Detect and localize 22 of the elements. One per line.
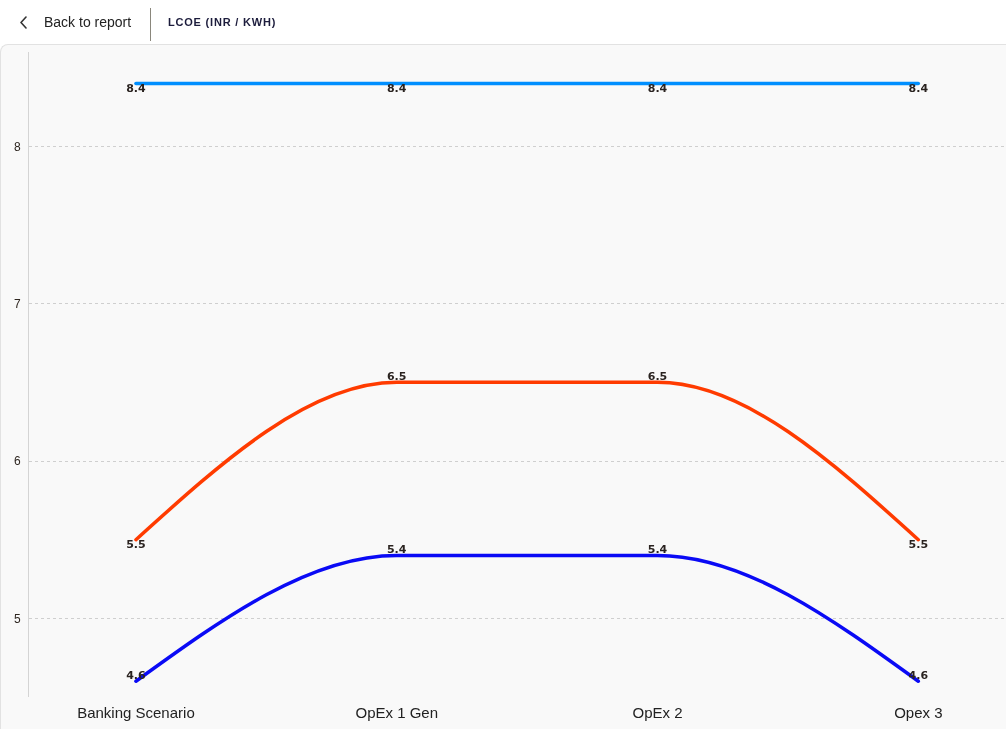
data-label: 6.5 [386,369,407,383]
data-label: 5.5 [908,537,929,551]
data-label: 6.5 [647,369,668,383]
x-tick-label: Banking Scenario [77,704,195,721]
x-tick-label: OpEx 2 [632,704,683,721]
data-label: 8.4 [386,81,407,95]
data-label: 4.6 [908,668,929,682]
data-label: 8.4 [908,81,929,95]
y-tick-label: 5 [13,611,21,626]
data-label: 4.6 [126,668,147,682]
data-label: 8.4 [126,81,147,95]
chart-title: LCOE (INR / KWH) [168,15,277,29]
y-tick-label: 7 [13,296,21,311]
data-label: 8.4 [647,81,668,95]
data-label: 5.5 [126,537,146,551]
data-label: 5.4 [647,542,668,556]
data-label: 5.4 [386,542,407,556]
x-tick-label: OpEx 1 Gen [355,704,438,721]
text: Back to report [44,13,132,31]
y-tick-label: 6 [13,454,21,469]
y-tick-label: 8 [13,139,21,154]
x-tick-label: Opex 3 [894,704,943,721]
